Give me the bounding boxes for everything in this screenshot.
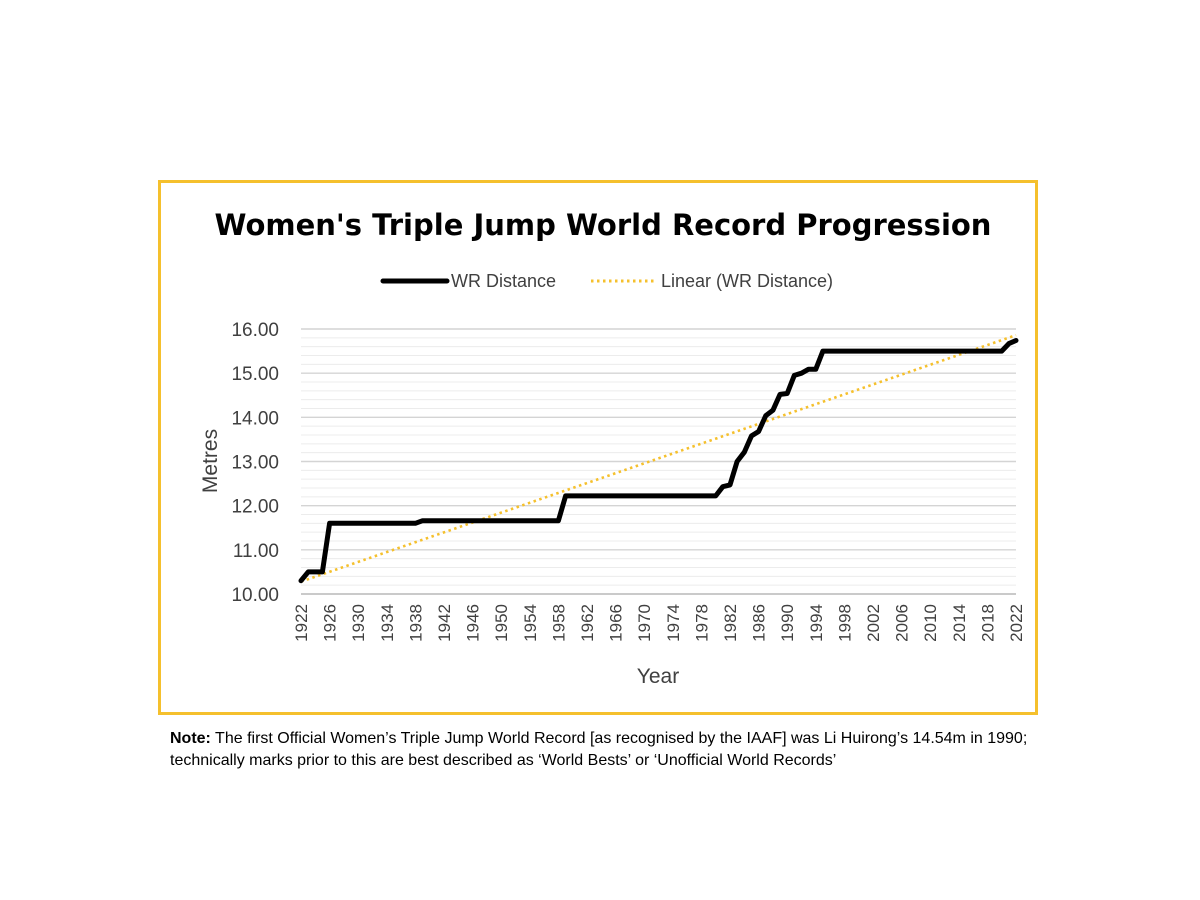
y-axis-title: Metres [199,429,222,493]
y-tick-label: 11.00 [233,541,279,562]
series-layer [298,333,1019,584]
x-tick-label: 1982 [721,604,740,642]
x-tick-label: 2002 [864,604,883,642]
x-tick-label: 1942 [435,604,454,642]
y-tick-label: 15.00 [231,364,279,385]
x-tick-label: 1994 [807,604,826,642]
note-text: The first Official Women’s Triple Jump W… [170,730,1028,769]
x-tick-label: 1946 [464,604,483,642]
x-tick-label: 1966 [607,604,626,642]
x-tick-label: 2018 [978,604,997,642]
chart-frame: Women's Triple Jump World Record Progres… [158,180,1038,715]
x-tick-label: 1954 [521,604,540,642]
series-linear-trendline [300,333,1017,583]
y-tick-label: 12.00 [231,497,279,518]
series-wr-distance-line [298,338,1019,584]
x-tick-label: 1970 [635,604,654,642]
x-axis-title: Year [637,665,679,688]
x-tick-label: 1938 [406,604,425,642]
x-tick-label: 2022 [1007,604,1026,642]
legend: WR Distance Linear (WR Distance) [380,271,833,291]
x-tick-label: 1974 [664,604,683,642]
x-tick-label: 1934 [378,604,397,642]
y-tick-label: 13.00 [231,453,279,474]
legend-wr-label: WR Distance [451,271,556,291]
x-tick-label: 1930 [349,604,368,642]
chart-svg: Women's Triple Jump World Record Progres… [199,208,1026,688]
legend-linear-label: Linear (WR Distance) [661,271,833,291]
x-tick-label: 1986 [750,604,769,642]
note: Note: The first Official Women’s Triple … [170,728,1040,772]
x-tick-label: 1962 [578,604,597,642]
x-tick-label: 1990 [778,604,797,642]
y-axis-ticks: 10.00 11.00 12.00 13.00 14.00 15.00 16.00 [231,320,279,606]
x-tick-label: 1922 [292,604,311,642]
x-tick-label: 1926 [321,604,340,642]
gridlines [301,328,1016,595]
x-tick-label: 1978 [692,604,711,642]
x-axis-ticks: 1922 1926 1930 1934 1938 1942 1946 1950 1954 1958… [292,604,1026,642]
x-tick-label: 1950 [492,604,511,642]
y-tick-label: 10.00 [231,585,279,606]
x-tick-label: 1998 [835,604,854,642]
y-tick-label: 14.00 [231,408,279,429]
x-tick-label: 2010 [921,604,940,642]
note-label: Note: [170,730,211,747]
y-tick-label: 16.00 [231,320,279,341]
x-tick-label: 2014 [950,604,969,642]
x-tick-label: 1958 [549,604,568,642]
x-tick-label: 2006 [893,604,912,642]
chart-title: Women's Triple Jump World Record Progres… [215,208,992,242]
